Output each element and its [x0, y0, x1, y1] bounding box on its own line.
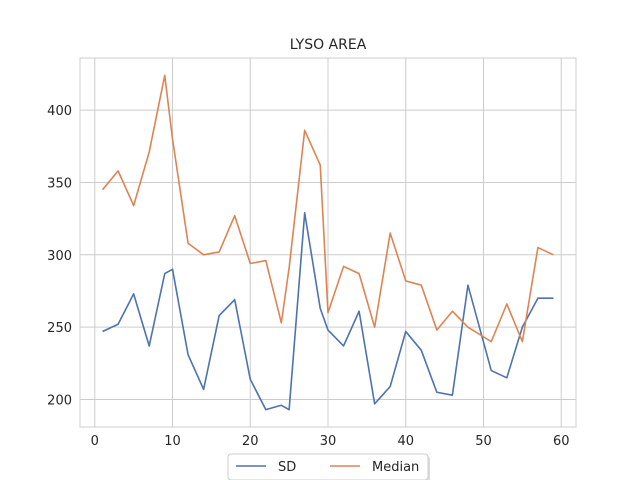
series-lines	[101, 74, 554, 411]
x-tick-label: 40	[397, 434, 414, 449]
grid	[80, 58, 576, 427]
chart-title: LYSO AREA	[290, 37, 367, 53]
series-line-sd	[102, 212, 554, 411]
series-line-median	[101, 74, 554, 343]
x-axis-ticks: 0 10 20 30 40 50 60	[91, 434, 570, 449]
x-tick-label: 0	[91, 434, 99, 449]
y-tick-label: 350	[47, 176, 72, 191]
x-tick-label: 50	[475, 434, 492, 449]
plot-area-frame	[79, 57, 577, 428]
legend-box	[227, 453, 429, 480]
x-tick-label: 30	[320, 434, 337, 449]
legend-label-sd: SD	[278, 460, 296, 475]
x-tick-label: 20	[242, 434, 259, 449]
y-tick-label: 200	[47, 394, 72, 409]
x-tick-label: 10	[164, 434, 181, 449]
legend: SD Median	[227, 453, 430, 480]
y-axis-ticks: 200 250 300 350 400	[47, 104, 72, 408]
y-tick-label: 250	[47, 321, 72, 336]
x-tick-label: 60	[553, 434, 570, 449]
y-tick-label: 300	[47, 249, 72, 264]
legend-label-median: Median	[372, 460, 419, 475]
y-tick-label: 400	[47, 104, 72, 119]
